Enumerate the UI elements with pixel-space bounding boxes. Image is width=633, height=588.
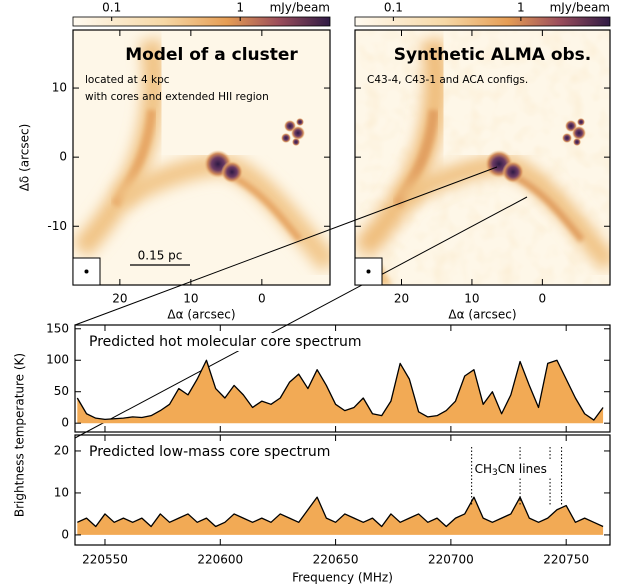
spectrum-area [77,497,604,535]
zoom-line [74,166,498,326]
colorbar-label: mJy/beam [550,1,610,15]
colorbar-tick-label: 0.1 [102,1,121,15]
beam-box [354,257,383,286]
x-tick-label: 220750 [543,553,589,567]
title-bg [85,333,385,351]
spectrum-line [76,359,604,421]
x-tick-label: 10 [464,292,479,306]
annotation-part: CH [475,462,492,476]
y-tick-label: 100 [46,353,69,367]
y-tick-label: 10 [52,81,67,95]
scale-bar-label: 0.15 pc [138,249,183,263]
x-tick-label: 20 [112,292,127,306]
colorbar [72,16,331,27]
x-tick-label: 220650 [313,553,359,567]
synthetic-map [355,30,610,285]
colorbar-tick-label: 0.1 [384,1,403,15]
x-tick-label: 220600 [197,553,243,567]
map-subtitle: located at 4 kpc [85,74,170,86]
colorbar-label: mJy/beam [270,1,330,15]
map-subtitle: C43-4, C43-1 and ACA configs. [367,74,528,86]
annotation-part: 3 [492,468,498,478]
x-axis-label: Δα (arcsec) [448,308,516,322]
y-tick-label: 150 [46,321,69,335]
annotation-part: CN lines [498,462,547,476]
y-tick-label: 0 [61,527,69,541]
spectrum-line [77,496,604,528]
spectrum-title: Predicted hot molecular core spectrum [89,334,362,350]
x-tick-label: 20 [394,292,409,306]
y-tick-label: 20 [54,443,69,457]
x-tick-label: 220700 [428,553,474,567]
annotation-bg [473,461,552,477]
x-axis-label: Δα (arcsec) [167,308,235,322]
spectrum-title: Predicted low-mass core spectrum [89,444,330,460]
annotation: CH3CN lines [475,462,547,478]
spectrum-area [77,360,604,424]
model-map [73,30,330,285]
title-bg [85,443,385,461]
colorbar-tick-label: 1 [517,1,525,15]
y-axis-label: Δδ (arcsec) [18,124,32,192]
y-tick-label: -10 [47,219,67,233]
colorbar [354,16,611,27]
plot-frame [74,324,611,433]
y-tick-label: 50 [54,384,69,398]
beam [366,269,371,274]
colorbar-tick-label: 1 [236,1,244,15]
x-tick-label: 10 [183,292,198,306]
x-tick-label: 0 [539,292,547,306]
y-tick-label: 0 [59,150,67,164]
x-tick-label: 0 [258,292,266,306]
beam [84,269,89,274]
zoom-line [74,196,528,439]
map-title: Model of a cluster [125,45,298,65]
y-tick-label: 10 [54,485,69,499]
y-axis-label: Brightness temperature (K) [13,353,27,517]
map-subtitle: with cores and extended HII region [85,91,269,103]
plot-frame [74,434,611,546]
map-title: Synthetic ALMA obs. [394,45,592,65]
x-axis-label: Frequency (MHz) [292,571,393,585]
y-tick-label: 0 [61,416,69,430]
x-tick-label: 220550 [82,553,128,567]
